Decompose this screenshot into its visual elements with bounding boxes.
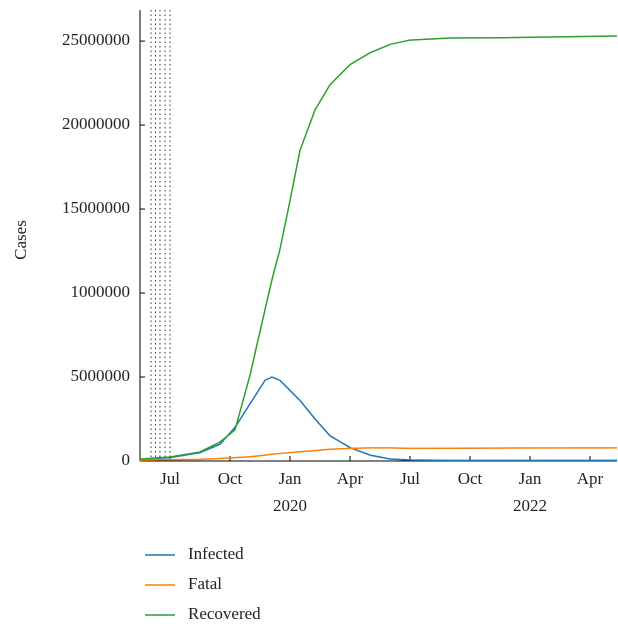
series-line	[139, 447, 618, 461]
x-tick-label: Jan	[519, 469, 542, 488]
y-tick-label: 5000000	[71, 366, 131, 385]
series-line	[139, 35, 618, 460]
shaded-period	[150, 10, 171, 461]
x-tick-label: Apr	[577, 469, 604, 488]
x-tick-label: Jan	[279, 469, 302, 488]
y-tick-label: 1000000	[71, 282, 131, 301]
y-tick-label: 25000000	[62, 30, 130, 49]
x-tick-label: Apr	[337, 469, 364, 488]
x-tick-label: Oct	[458, 469, 483, 488]
legend-label: Infected	[188, 544, 244, 563]
x-year-label: 2020	[273, 496, 307, 515]
series-line	[139, 376, 617, 462]
legend-label: Recovered	[188, 604, 261, 623]
y-tick-label: 20000000	[62, 114, 130, 133]
y-tick-label: 0	[122, 450, 131, 469]
y-axis-label: Cases	[11, 220, 30, 260]
x-tick-label: Jul	[160, 469, 180, 488]
legend-label: Fatal	[188, 574, 222, 593]
x-tick-label: Oct	[218, 469, 243, 488]
x-tick-label: Jul	[400, 469, 420, 488]
y-tick-label: 15000000	[62, 198, 130, 217]
x-year-label: 2022	[513, 496, 547, 515]
